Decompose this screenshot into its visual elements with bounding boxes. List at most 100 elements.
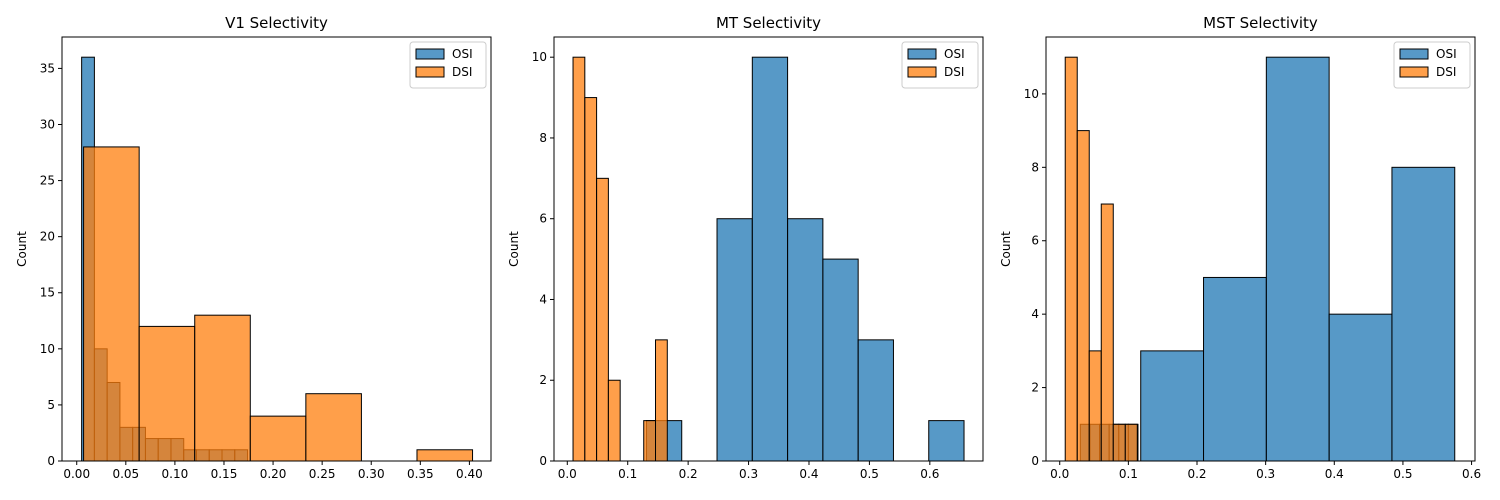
mst-y-tick-label: 6 (1031, 234, 1039, 248)
v1-dsi-bars (83, 146, 474, 462)
mt-y-tick-label: 4 (539, 292, 547, 306)
v1-y-tick-label: 35 (40, 61, 55, 75)
mst-legend-osi-swatch (1399, 48, 1429, 60)
mst-legend-dsi-swatch (1399, 66, 1429, 78)
mst-selectivity-title: MST Selectivity (1203, 14, 1318, 32)
mt-dsi-bar-7 (655, 339, 668, 462)
mt-y-axis-label: Count (507, 231, 521, 267)
mst-x-tick-label: 0.1 (1119, 467, 1138, 481)
mt-x-tick-label: 0.4 (799, 467, 818, 481)
v1-y-tick-label: 25 (40, 174, 55, 188)
v1-x-tick-label: 0.20 (260, 467, 287, 481)
mst-x-tick-label: 0.4 (1325, 467, 1344, 481)
mt-legend: OSI DSI (901, 41, 979, 89)
v1-y-tick-label: 20 (40, 230, 55, 244)
mt-osi-bars (645, 56, 965, 462)
v1-plot-frame (61, 36, 492, 462)
mst-legend-osi-label: OSI (1436, 47, 1457, 61)
v1-dsi-bar-2 (194, 314, 251, 462)
mst-x-axis-ticks: 0.0 0.1 0.2 0.3 0.4 0.5 0.6 (1050, 461, 1481, 481)
mt-dsi-bar-1 (584, 97, 598, 462)
mst-dsi-bar-4 (1112, 423, 1126, 462)
mst-y-axis-label: Count (999, 231, 1013, 267)
mst-selectivity-panel: MST Selectivity Count 0.0 0.1 0.2 0.3 0.4 0.5… (999, 14, 1481, 481)
mt-y-axis-ticks: 0 2 4 6 8 10 (532, 50, 554, 468)
mst-osi-bar-10 (1391, 166, 1456, 462)
mst-osi-bar-7 (1203, 276, 1267, 462)
mt-dsi-bar-3 (607, 379, 621, 462)
mt-y-tick-label: 2 (539, 373, 547, 387)
mt-selectivity-title: MT Selectivity (716, 14, 821, 32)
mst-y-tick-label: 4 (1031, 307, 1039, 321)
v1-x-tick-label: 0.30 (358, 467, 385, 481)
v1-legend-osi-swatch (415, 48, 445, 60)
v1-x-tick-label: 0.10 (162, 467, 189, 481)
mst-dsi-bar-5 (1124, 423, 1138, 462)
v1-x-tick-label: 0.05 (112, 467, 139, 481)
mst-x-tick-label: 0.0 (1050, 467, 1069, 481)
v1-x-tick-label: 0.25 (309, 467, 336, 481)
mt-y-tick-label: 6 (539, 212, 547, 226)
mst-dsi-bar-2 (1088, 350, 1102, 462)
mt-y-tick-label: 8 (539, 131, 547, 145)
v1-x-axis-ticks: 0.00 0.05 0.10 0.15 0.20 0.25 0.30 0.35 0.40 (63, 461, 483, 481)
mst-dsi-bar-1 (1076, 130, 1090, 462)
v1-legend-osi-label: OSI (452, 47, 473, 61)
mt-dsi-bar-0 (572, 56, 586, 462)
v1-legend-dsi-label: DSI (452, 65, 472, 79)
mst-legend-dsi-label: DSI (1436, 65, 1456, 79)
mt-x-tick-label: 0.2 (679, 467, 698, 481)
v1-y-tick-label: 15 (40, 286, 55, 300)
v1-dsi-bar-6 (416, 449, 474, 462)
mt-legend-dsi-swatch (907, 66, 937, 78)
mst-y-tick-label: 0 (1031, 454, 1039, 468)
v1-y-tick-label: 0 (47, 454, 55, 468)
v1-y-tick-label: 5 (47, 398, 55, 412)
mst-y-axis-ticks: 0 2 4 6 8 10 (1024, 87, 1046, 468)
mt-x-tick-label: 0.0 (558, 467, 577, 481)
mt-y-tick-label: 0 (539, 454, 547, 468)
mt-x-tick-label: 0.5 (860, 467, 879, 481)
mst-osi-bars (1079, 56, 1456, 462)
mt-plot-frame (553, 36, 984, 462)
v1-y-axis-ticks: 0 5 10 15 20 25 30 35 (40, 61, 62, 468)
mst-dsi-bars (1064, 56, 1138, 462)
v1-legend-dsi-swatch (415, 66, 445, 78)
mst-x-tick-label: 0.5 (1393, 467, 1412, 481)
v1-x-tick-label: 0.35 (407, 467, 434, 481)
mt-osi-bar-3 (751, 56, 789, 462)
mst-y-tick-label: 10 (1024, 87, 1039, 101)
mt-x-axis-ticks: 0.0 0.1 0.2 0.3 0.4 0.5 0.6 (558, 461, 939, 481)
v1-x-tick-label: 0.40 (456, 467, 483, 481)
mst-x-tick-label: 0.6 (1462, 467, 1481, 481)
mt-selectivity-panel: MT Selectivity Count 0.0 0.1 0.2 0.3 0.4 0.5 0… (507, 14, 984, 481)
v1-x-tick-label: 0.00 (63, 467, 90, 481)
v1-y-tick-label: 10 (40, 342, 55, 356)
mst-y-tick-label: 8 (1031, 160, 1039, 174)
mst-plot-frame (1045, 36, 1476, 462)
mt-osi-bar-2 (716, 218, 753, 462)
mt-legend-osi-label: OSI (944, 47, 965, 61)
v1-dsi-bar-1 (138, 325, 196, 462)
mt-y-tick-label: 10 (532, 50, 547, 64)
v1-selectivity-title: V1 Selectivity (225, 14, 328, 32)
v1-dsi-bar-3 (249, 415, 307, 462)
v1-x-tick-label: 0.15 (211, 467, 238, 481)
mst-osi-bar-6 (1140, 350, 1205, 462)
mt-osi-bar-8 (928, 420, 965, 462)
mst-legend: OSI DSI (1393, 41, 1471, 89)
mst-dsi-bar-3 (1100, 203, 1114, 462)
v1-dsi-bar-0 (83, 146, 140, 462)
mt-legend-dsi-label: DSI (944, 65, 964, 79)
v1-y-tick-label: 30 (40, 117, 55, 131)
mt-dsi-bar-6 (643, 420, 657, 462)
v1-y-axis-label: Count (15, 231, 29, 267)
mt-osi-bar-5 (822, 258, 859, 462)
mst-osi-bar-8 (1265, 56, 1330, 462)
mt-osi-bar-4 (787, 218, 824, 462)
mt-legend-osi-swatch (907, 48, 937, 60)
mst-dsi-bar-0 (1064, 56, 1078, 462)
v1-selectivity-panel: V1 Selectivity Count 0.00 0.05 0.10 0.15 0.2… (15, 14, 492, 481)
mt-x-tick-label: 0.1 (618, 467, 637, 481)
